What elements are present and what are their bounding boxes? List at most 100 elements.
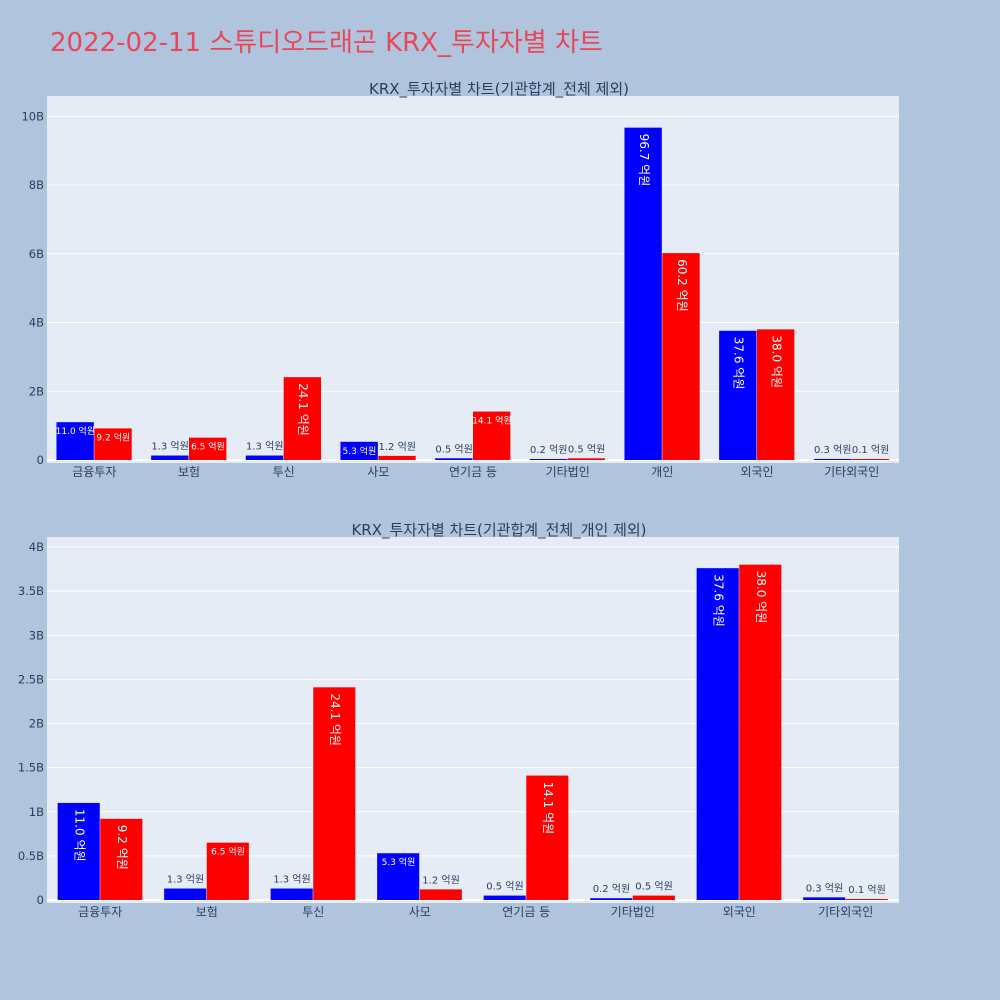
bar	[845, 899, 888, 900]
bar	[696, 568, 739, 900]
x-tick-label: 사모	[367, 465, 389, 479]
data-label: 1.3 억원	[151, 441, 188, 453]
x-tick-label: 보험	[178, 465, 200, 479]
y-tick-label: 2B	[29, 384, 44, 398]
bar	[283, 377, 322, 460]
x-tick-label: 기타법인	[611, 905, 655, 919]
bar	[567, 458, 606, 460]
data-label: 11.0 억원	[72, 809, 86, 862]
y-tick-label: 6B	[29, 247, 44, 261]
data-label: 6.5 억원	[191, 441, 225, 453]
y-tick-label: 2.5B	[18, 672, 44, 686]
bar	[529, 459, 568, 460]
bar	[851, 459, 890, 460]
data-label: 0.3 억원	[806, 882, 843, 894]
data-label: 1.2 억원	[379, 441, 416, 453]
y-tick-label: 1.5B	[18, 761, 44, 775]
x-tick-label: 기타외국인	[818, 905, 873, 919]
data-label: 9.2 억원	[115, 825, 129, 870]
data-label: 0.2 억원	[593, 883, 630, 895]
data-label: 1.3 억원	[246, 441, 283, 453]
y-tick-label: 1B	[29, 805, 44, 819]
data-label: 96.7 억원	[637, 134, 651, 187]
bar	[378, 455, 416, 460]
data-label: 37.6 억원	[732, 337, 746, 390]
data-label: 11.0 억원	[56, 425, 95, 437]
data-label: 1.2 억원	[422, 874, 459, 886]
bar	[757, 329, 795, 460]
bar	[340, 441, 378, 460]
x-tick-label: 투신	[302, 905, 324, 919]
x-tick-label: 기타법인	[546, 465, 590, 479]
x-tick-label: 외국인	[723, 905, 756, 919]
bar	[473, 411, 511, 460]
y-tick-label: 3.5B	[18, 584, 44, 598]
bar	[419, 889, 462, 900]
y-tick-label: 4B	[29, 540, 44, 554]
data-label: 37.6 억원	[711, 574, 725, 627]
bar	[739, 564, 782, 900]
bar	[632, 895, 675, 900]
chart-subtitle: KRX_투자자별 차트(기관합계_전체 제외)	[369, 80, 629, 99]
bar	[164, 888, 207, 900]
data-label: 38.0 억원	[769, 335, 783, 388]
x-tick-label: 기타외국인	[824, 465, 879, 479]
y-tick-label: 4B	[29, 316, 44, 330]
y-tick-label: 10B	[21, 109, 44, 123]
data-label: 38.0 억원	[754, 571, 768, 624]
y-tick-label: 0.5B	[18, 849, 44, 863]
y-tick-label: 3B	[29, 628, 44, 642]
data-label: 0.1 억원	[852, 444, 889, 456]
data-label: 0.5 억원	[635, 881, 672, 893]
data-label: 14.1 억원	[541, 782, 555, 835]
bar	[526, 775, 569, 900]
y-tick-label: 0	[37, 893, 44, 907]
x-tick-label: 보험	[196, 905, 218, 919]
data-label: 6.5 억원	[211, 846, 245, 858]
bar	[206, 842, 249, 900]
bar	[483, 895, 526, 900]
x-tick-label: 연기금 등	[502, 905, 550, 919]
bar	[435, 458, 473, 460]
data-label: 0.5 억원	[568, 443, 605, 455]
x-tick-label: 금융투자	[72, 465, 116, 479]
bar	[270, 888, 313, 900]
data-label: 1.3 억원	[167, 874, 204, 886]
x-tick-label: 개인	[651, 465, 673, 479]
bar	[100, 818, 143, 900]
bar	[245, 455, 284, 460]
bar	[719, 330, 757, 460]
chart-subtitle: KRX_투자자별 차트(기관합계_전체_개인 제외)	[351, 521, 646, 540]
data-label: 0.5 억원	[435, 443, 472, 455]
data-label: 0.5 억원	[486, 881, 523, 893]
bar	[590, 898, 633, 900]
data-label: 0.2 억원	[530, 444, 567, 456]
data-label: 0.3 억원	[814, 444, 851, 456]
data-label: 0.1 억원	[848, 884, 885, 896]
y-tick-label: 8B	[29, 178, 44, 192]
bar	[813, 458, 852, 460]
bar	[94, 428, 132, 460]
data-label: 14.1 억원	[472, 415, 511, 427]
data-label: 5.3 억원	[343, 445, 377, 457]
x-tick-label: 금융투자	[78, 905, 122, 919]
chart-1: 0 2B 4B 6B 8B 10B KRX_투자자별 차트(기관합계_전체 제외) 금융투자 1…	[21, 80, 899, 479]
data-label: 9.2 억원	[96, 431, 130, 443]
data-label: 24.1 억원	[296, 383, 310, 436]
x-tick-label: 투신	[273, 465, 295, 479]
data-label: 1.3 억원	[273, 874, 310, 886]
bar	[57, 802, 100, 900]
data-label: 24.1 억원	[328, 693, 342, 746]
y-tick-label: 2B	[29, 717, 44, 731]
bar	[313, 687, 356, 900]
bar	[803, 897, 846, 900]
data-label: 60.2 억원	[675, 259, 689, 312]
bar	[377, 853, 420, 900]
page-title: 2022-02-11 스튜디오드래곤 KRX_투자자별 차트	[50, 28, 603, 58]
bar	[662, 253, 700, 460]
bar	[151, 455, 189, 460]
data-label: 5.3 억원	[382, 856, 416, 868]
bar	[189, 437, 227, 460]
bar	[624, 127, 662, 460]
